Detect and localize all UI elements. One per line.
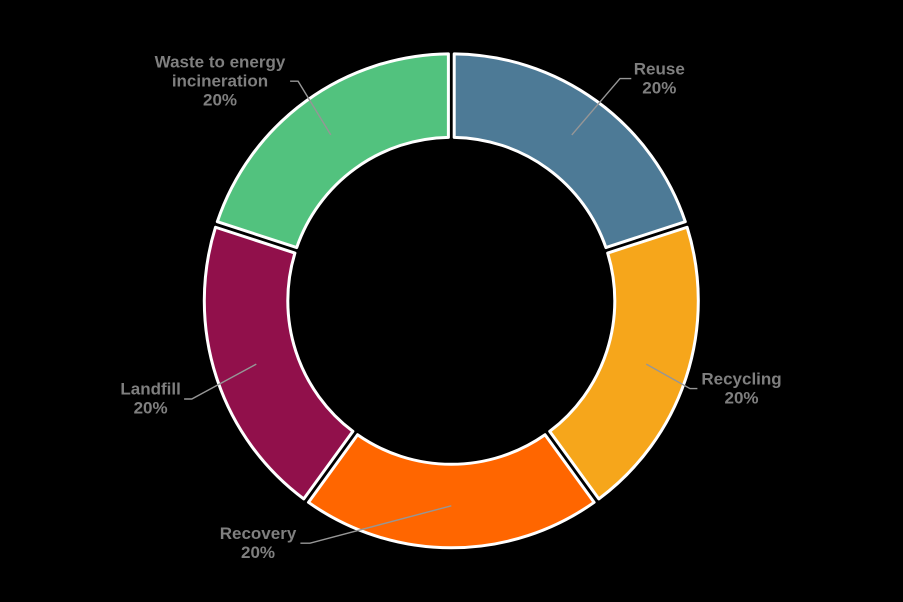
svg-text:Recovery: Recovery: [220, 524, 297, 543]
svg-text:20%: 20%: [134, 399, 168, 418]
svg-text:Landfill: Landfill: [120, 380, 180, 399]
svg-text:20%: 20%: [203, 90, 237, 109]
svg-text:incineration: incineration: [172, 71, 268, 90]
svg-text:Reuse: Reuse: [634, 59, 685, 78]
svg-text:20%: 20%: [724, 388, 758, 407]
svg-text:Waste to energy: Waste to energy: [155, 52, 286, 71]
svg-text:Recycling: Recycling: [701, 369, 781, 388]
svg-text:20%: 20%: [642, 78, 676, 97]
svg-text:20%: 20%: [241, 543, 275, 562]
